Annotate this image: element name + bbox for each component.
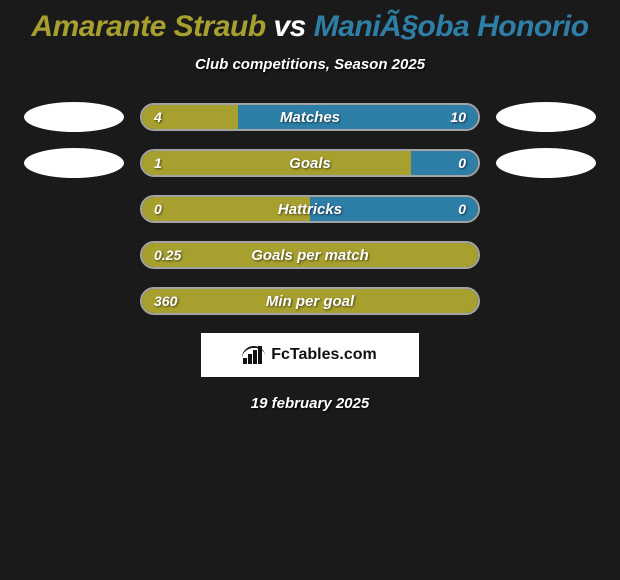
stat-bar: 410Matches bbox=[140, 103, 480, 131]
logo-box[interactable]: FcTables.com bbox=[201, 333, 419, 377]
stat-row: 410Matches bbox=[0, 103, 620, 131]
stat-label: Hattricks bbox=[142, 197, 478, 221]
avatar-spacer bbox=[40, 286, 140, 316]
avatar-spacer bbox=[40, 240, 140, 270]
stat-row: 10Goals bbox=[0, 149, 620, 177]
subtitle: Club competitions, Season 2025 bbox=[0, 56, 620, 73]
vs-text: vs bbox=[274, 10, 306, 43]
player1-avatar bbox=[24, 102, 124, 132]
stat-row: 0.25Goals per match bbox=[0, 241, 620, 269]
stat-row: 00Hattricks bbox=[0, 195, 620, 223]
stat-bar: 0.25Goals per match bbox=[140, 241, 480, 269]
stats-container: 410Matches 10Goals 00Hattricks 0.25Goals pe… bbox=[0, 103, 620, 315]
stat-label: Matches bbox=[142, 105, 478, 129]
stat-label: Goals bbox=[142, 151, 478, 175]
player2-name: ManiÃ§oba Honorio bbox=[314, 10, 589, 43]
player2-avatar bbox=[496, 148, 596, 178]
avatar-spacer bbox=[480, 286, 580, 316]
avatar-spacer bbox=[480, 240, 580, 270]
stat-bar: 00Hattricks bbox=[140, 195, 480, 223]
avatar-spacer bbox=[480, 194, 580, 224]
player1-avatar bbox=[24, 148, 124, 178]
logo-inner: FcTables.com bbox=[243, 346, 377, 364]
stat-label: Goals per match bbox=[142, 243, 478, 267]
stat-bar: 10Goals bbox=[140, 149, 480, 177]
stat-label: Min per goal bbox=[142, 289, 478, 313]
player2-avatar bbox=[496, 102, 596, 132]
logo-text: FcTables.com bbox=[271, 346, 377, 364]
avatar-spacer bbox=[40, 194, 140, 224]
stat-row: 360Min per goal bbox=[0, 287, 620, 315]
player1-name: Amarante Straub bbox=[31, 10, 265, 43]
date-text: 19 february 2025 bbox=[0, 395, 620, 412]
fctables-icon bbox=[243, 346, 265, 364]
stat-bar: 360Min per goal bbox=[140, 287, 480, 315]
comparison-title: Amarante Straub vs ManiÃ§oba Honorio bbox=[0, 0, 620, 44]
